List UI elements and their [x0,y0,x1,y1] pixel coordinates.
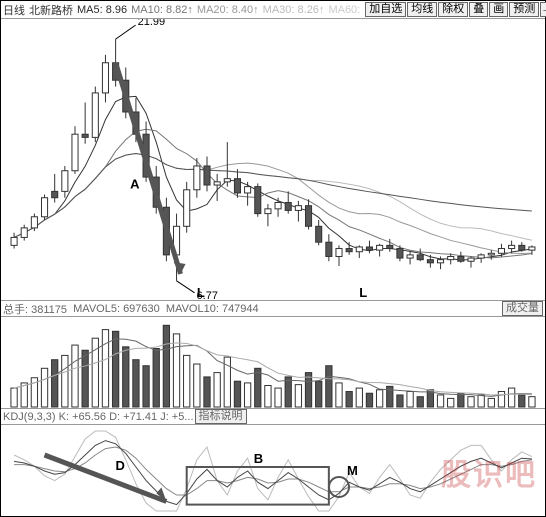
total-hands: 总手: 381175 [3,301,67,317]
toolbar-btn-画[interactable]: 画 [489,2,508,17]
kdj-j: J: +5... [160,411,193,423]
ma-ma10: MA10: 8.82↑ [131,4,193,16]
kdj-chart: DBM [1,425,545,515]
volume-header: 总手: 381175 MAVOL5: 697630 MAVOL10: 74794… [1,301,545,317]
indicator-help-button[interactable]: 指标说明 [195,409,247,424]
svg-text:21.99: 21.99 [138,19,166,28]
volume-button[interactable]: 成交量 [502,301,543,316]
chart-window: 日线 北新路桥 MA5: 8.96MA10: 8.82↑MA20: 8.40↑M… [0,0,546,517]
mavol5-label: MAVOL5: 697630 [73,303,160,315]
stock-name: 北新路桥 [29,2,73,18]
timeframe-label: 日线 [3,2,25,18]
ma-values: MA5: 8.96 MA10: 8.82↑ MA20: 8.40↑ MA30: 8.2… [77,4,364,16]
svg-text:M: M [347,463,358,478]
svg-text:L: L [197,285,205,300]
ma-ma60: MA60: [328,4,360,16]
kdj-k: K: +65.56 [59,411,106,423]
ma-ma5: MA5: 8.96 [77,4,127,16]
ma-ma30: MA30: 8.26↑ [263,4,325,16]
kdj-label: KDJ(9,3,3) [3,411,56,423]
svg-text:B: B [254,451,263,466]
toolbar-btn-加自选[interactable]: 加自选 [365,2,406,17]
toolbar-btn-预测[interactable]: 预测 [509,2,539,17]
kdj-d: D: +71.41 [109,411,157,423]
topbar-buttons: 加自选均线除权叠画预测 [364,2,539,17]
volume-panel[interactable] [1,317,545,409]
toolbar-btn-除权[interactable]: 除权 [438,2,468,17]
toolbar-btn-叠[interactable]: 叠 [469,2,488,17]
kdj-header: KDJ(9,3,3) K: +65.56 D: +71.41 J: +5... … [1,409,545,425]
price-chart: 21.99A6.77LL [1,19,545,301]
kdj-panel[interactable]: DBM [1,425,545,515]
svg-text:L: L [359,285,367,300]
mavol10-label: MAVOL10: 747944 [166,303,259,315]
ma-ma20: MA20: 8.40↑ [197,4,259,16]
svg-text:D: D [115,458,124,473]
toolbar-btn-均线[interactable]: 均线 [407,2,437,17]
price-panel[interactable]: 21.99A6.77LL [1,19,545,301]
topbar: 日线 北新路桥 MA5: 8.96MA10: 8.82↑MA20: 8.40↑M… [1,1,545,19]
volume-chart [1,317,545,409]
svg-text:A: A [130,176,140,191]
next-arrow-button[interactable]: → [540,2,546,17]
